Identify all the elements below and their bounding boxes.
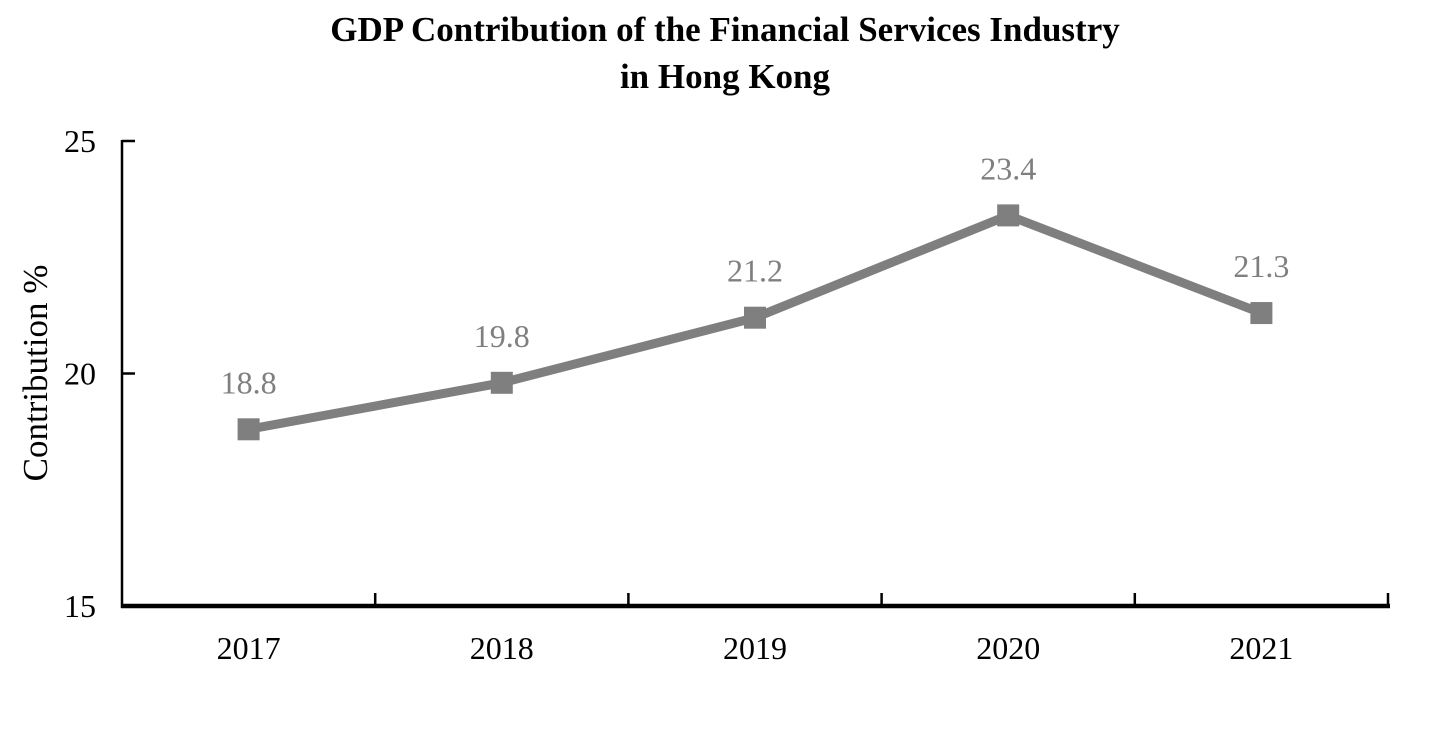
x-tick-label: 2021 (1229, 630, 1293, 666)
y-tick-label: 15 (64, 588, 96, 624)
y-tick-label: 25 (64, 123, 96, 159)
chart-title-line-2: in Hong Kong (619, 57, 831, 96)
x-tick-label: 2017 (217, 630, 281, 666)
data-point-marker (490, 371, 513, 394)
chart-title-line-1: GDP Contribution of the Financial Servic… (330, 10, 1120, 49)
data-point-marker (997, 204, 1020, 227)
data-point-marker (1250, 302, 1273, 325)
data-point-marker (237, 418, 260, 441)
data-label: 23.4 (980, 150, 1036, 186)
x-tick-label: 2020 (976, 630, 1040, 666)
data-label: 21.2 (727, 253, 783, 289)
data-point-marker (744, 306, 766, 329)
chart-title: GDP Contribution of the Financial Servic… (0, 6, 1445, 100)
data-label: 18.8 (221, 364, 277, 400)
y-tick-label: 20 (64, 356, 96, 392)
x-tick-label: 2018 (470, 630, 534, 666)
data-label: 21.3 (1233, 248, 1289, 284)
data-label: 19.8 (474, 318, 530, 354)
x-tick-label: 2019 (723, 630, 787, 666)
